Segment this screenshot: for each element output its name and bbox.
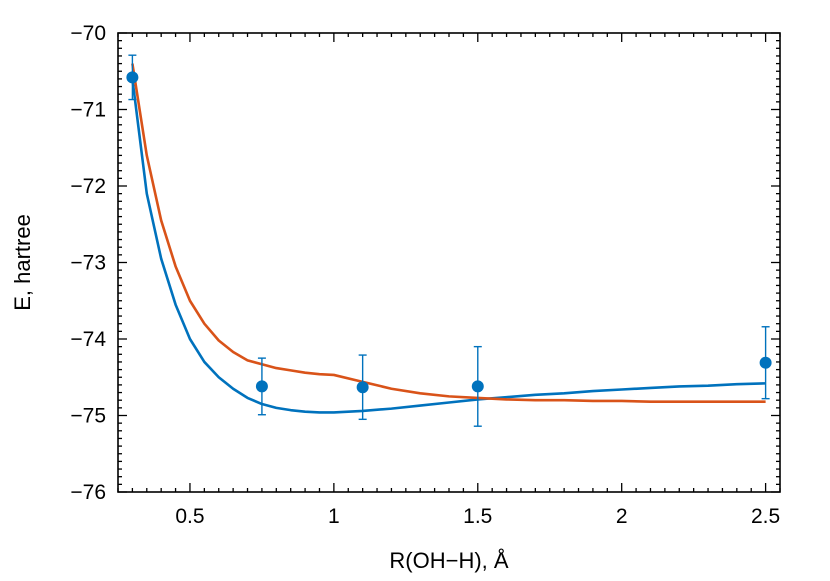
- series-line-2: [131, 63, 766, 404]
- series-lines: [131, 63, 766, 414]
- x-tick-label: 2: [616, 505, 628, 528]
- data-point-marker: [759, 356, 772, 369]
- errorbar-series: [126, 54, 772, 427]
- y-tick-label: −71: [70, 99, 106, 122]
- y-tick-label: −72: [70, 175, 106, 198]
- data-point-marker: [356, 381, 369, 394]
- y-tick-label: −76: [70, 481, 106, 504]
- data-point-marker: [471, 380, 484, 393]
- errorbar-point: [255, 357, 268, 416]
- series-line-1: [131, 78, 766, 414]
- errorbar-point: [126, 54, 139, 101]
- y-tick-label: −74: [70, 328, 106, 351]
- x-tick-label: 1.5: [463, 505, 492, 528]
- errorbar-point: [471, 345, 484, 427]
- errorbar-point: [356, 354, 369, 421]
- y-axis-label: E, hartree: [10, 214, 35, 311]
- axis-ticks: [117, 32, 781, 493]
- x-axis-label: R(OH−H), Å: [389, 548, 509, 573]
- x-tick-label: 2.5: [751, 505, 780, 528]
- y-tick-labels: −76 −75 −74 −73 −72 −71 −70: [70, 22, 106, 504]
- x-tick-labels: 0.5 1 1.5 2 2.5: [175, 505, 780, 528]
- x-tick-label: 0.5: [175, 505, 204, 528]
- errorbar-point: [759, 326, 772, 400]
- x-tick-label: 1: [328, 505, 340, 528]
- plot-frame: [117, 32, 781, 493]
- y-tick-label: −73: [70, 252, 106, 275]
- y-tick-label: −75: [70, 405, 106, 428]
- data-point-marker: [255, 380, 268, 393]
- y-tick-label: −70: [70, 22, 106, 45]
- data-point-marker: [126, 71, 139, 84]
